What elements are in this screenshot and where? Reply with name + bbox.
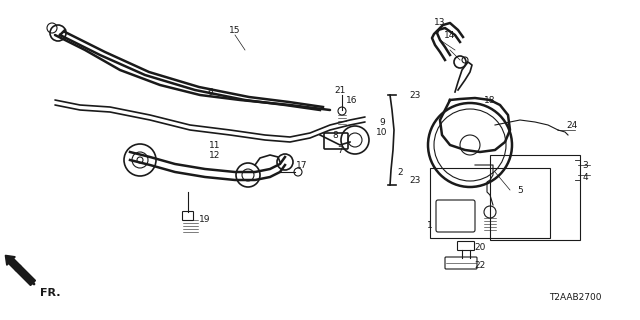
Text: 7: 7 <box>337 146 343 155</box>
Text: 6: 6 <box>207 87 213 97</box>
Text: 11: 11 <box>209 140 221 149</box>
Text: FR.: FR. <box>40 288 60 298</box>
Text: 4: 4 <box>582 172 588 181</box>
Text: 21: 21 <box>334 85 346 94</box>
Bar <box>430 168 550 238</box>
Text: 16: 16 <box>346 95 358 105</box>
Bar <box>490 155 580 240</box>
Text: 12: 12 <box>209 150 221 159</box>
Text: 22: 22 <box>474 260 486 269</box>
Text: T2AAB2700: T2AAB2700 <box>548 293 601 302</box>
Text: 19: 19 <box>199 215 211 225</box>
Text: 10: 10 <box>376 127 388 137</box>
Text: 18: 18 <box>484 95 496 105</box>
Text: 9: 9 <box>379 117 385 126</box>
Text: 1: 1 <box>427 220 433 229</box>
Text: 17: 17 <box>296 161 308 170</box>
Text: 5: 5 <box>517 186 523 195</box>
Text: 13: 13 <box>435 18 445 27</box>
Text: 20: 20 <box>474 244 486 252</box>
Text: 15: 15 <box>229 26 241 35</box>
Text: 23: 23 <box>410 175 420 185</box>
Text: 14: 14 <box>444 30 456 39</box>
Text: 23: 23 <box>410 91 420 100</box>
Text: 24: 24 <box>566 121 578 130</box>
Text: 8: 8 <box>332 131 338 140</box>
FancyArrow shape <box>5 255 35 285</box>
Text: 3: 3 <box>582 161 588 170</box>
Text: 2: 2 <box>397 167 403 177</box>
